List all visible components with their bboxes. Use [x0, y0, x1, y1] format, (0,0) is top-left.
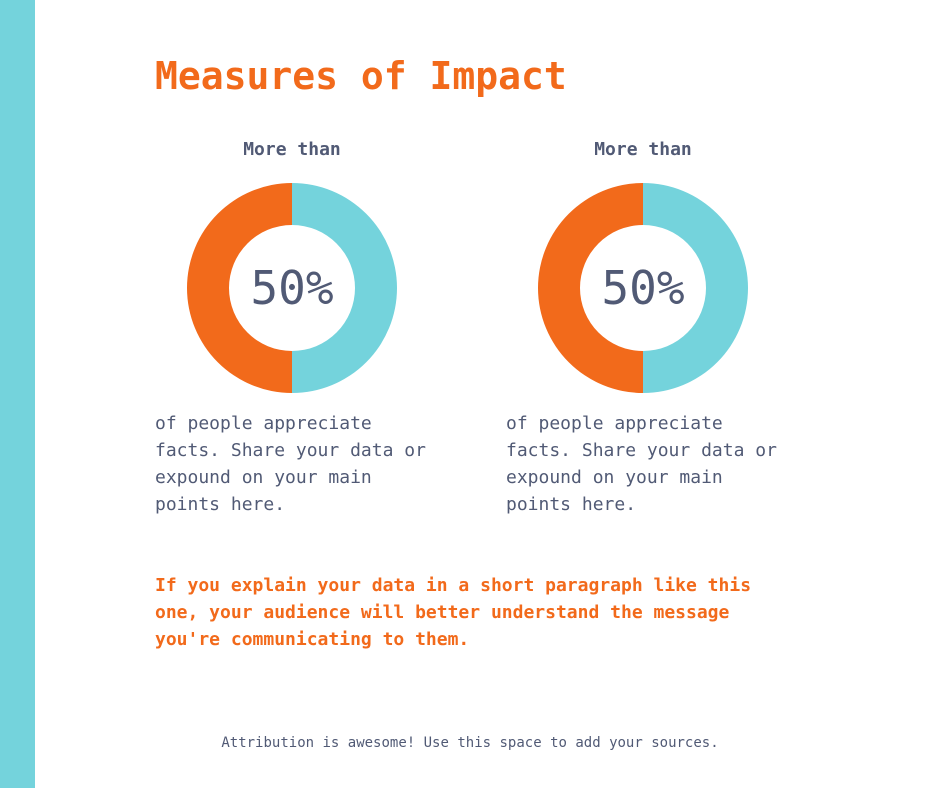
stat-description: of people appreciate facts. Share your d… [506, 413, 777, 515]
donut-segment-teal [292, 183, 397, 393]
donut-chart-2: 50% [538, 183, 748, 393]
donut-center-value: 50% [601, 261, 685, 315]
stat-description: of people appreciate facts. Share your d… [155, 413, 426, 515]
donut-chart-graphic [187, 183, 397, 393]
summary-paragraph: If you explain your data in a short para… [155, 575, 752, 650]
stat-label: More than [594, 139, 692, 160]
donut-center-value: 50% [250, 261, 334, 315]
left-accent-bar [0, 0, 35, 788]
donut-segment-teal [643, 183, 748, 393]
stat-label: More than [243, 139, 341, 160]
donut-chart-1: 50% [187, 183, 397, 393]
page-title: Measures of Impact [155, 54, 567, 98]
donut-segment-orange [187, 183, 292, 393]
attribution-text: Attribution is awesome! Use this space t… [221, 735, 719, 751]
donut-chart-graphic [538, 183, 748, 393]
donut-segment-orange [538, 183, 643, 393]
